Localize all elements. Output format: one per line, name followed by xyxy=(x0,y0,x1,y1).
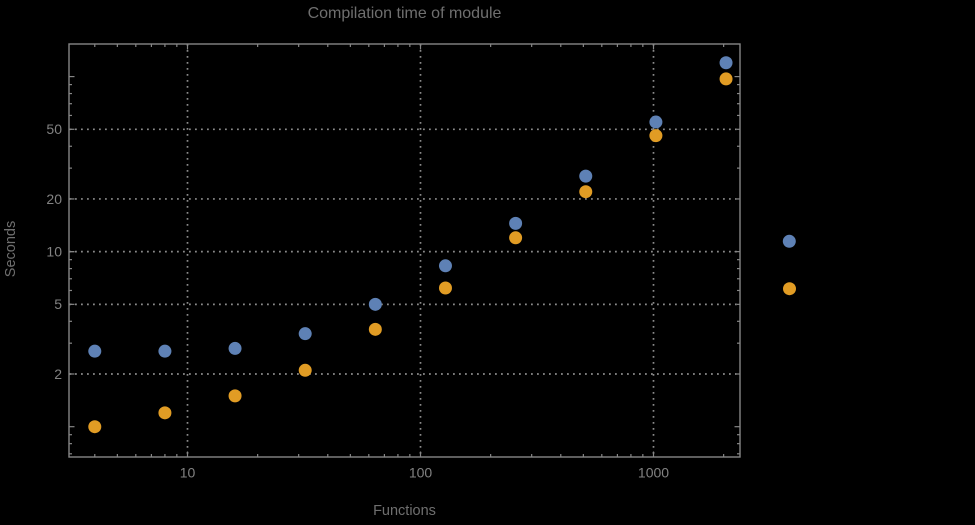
data-point-series-orange xyxy=(368,322,382,336)
data-point-series-orange xyxy=(509,231,523,245)
data-point-series-blue xyxy=(368,297,382,311)
data-point-series-orange xyxy=(228,389,242,403)
data-point-series-orange xyxy=(298,363,312,377)
data-point-series-orange xyxy=(438,281,452,295)
data-point-series-blue xyxy=(158,344,172,358)
x-tick-label: 10 xyxy=(180,465,196,481)
data-point-series-orange xyxy=(649,129,663,143)
data-point-series-blue xyxy=(579,169,593,183)
legend-marker-series-blue xyxy=(782,234,796,248)
data-point-series-blue xyxy=(438,259,452,273)
x-axis-label: Functions xyxy=(373,503,436,519)
y-tick-label: 2 xyxy=(54,366,62,382)
x-tick-label: 1000 xyxy=(638,465,669,481)
data-point-series-blue xyxy=(649,115,663,129)
plot-frame xyxy=(68,43,741,458)
data-point-series-orange xyxy=(719,72,733,86)
data-point-series-orange xyxy=(158,406,172,420)
data-point-series-blue xyxy=(228,341,242,355)
chart-title: Compilation time of module xyxy=(307,5,502,22)
data-point-series-blue xyxy=(509,216,523,230)
data-point-series-blue xyxy=(719,56,733,70)
y-tick-label: 50 xyxy=(46,121,62,137)
y-tick-label: 10 xyxy=(46,244,62,260)
data-point-series-blue xyxy=(298,327,312,341)
x-tick-label: 100 xyxy=(409,465,433,481)
data-point-series-orange xyxy=(579,185,593,199)
y-tick-label: 20 xyxy=(46,191,62,207)
data-point-series-orange xyxy=(88,420,102,434)
legend-marker-series-orange xyxy=(783,282,796,296)
data-point-series-blue xyxy=(88,344,102,358)
y-tick-label: 5 xyxy=(54,296,62,312)
